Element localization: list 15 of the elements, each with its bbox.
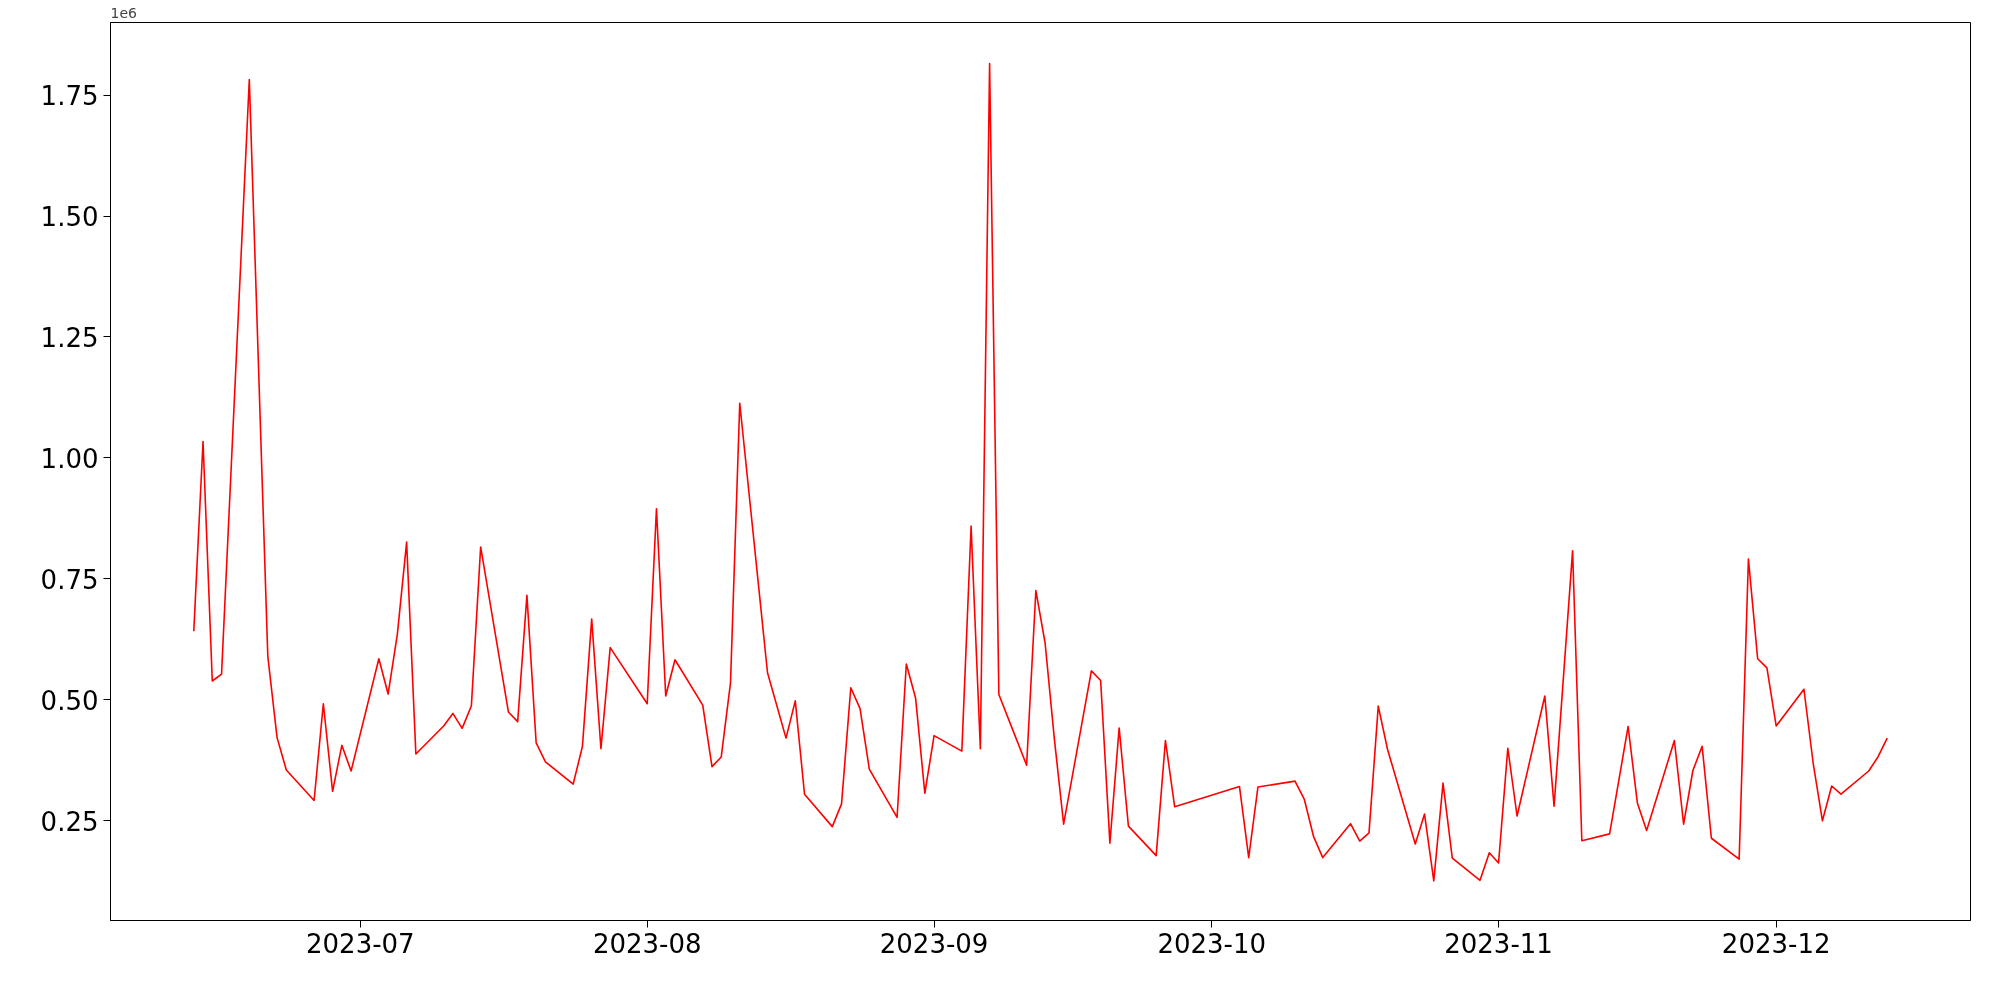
x-tick-label: 2023-09 [879, 928, 989, 959]
y-tick-label: 1.00 [40, 443, 99, 474]
text: 1e6 [110, 4, 138, 21]
y-tick-label: 1.50 [40, 202, 99, 233]
y-tick-label: 1.75 [40, 81, 99, 112]
y-tick-label: 0.50 [40, 685, 99, 716]
x-tick-label: 2023-10 [1157, 928, 1267, 959]
y-tick-label: 0.25 [40, 806, 99, 837]
x-tick-label: 2023-07 [306, 928, 415, 959]
y-tick-label: 0.75 [40, 564, 99, 595]
x-tick-label: 2023-12 [1721, 928, 1831, 959]
y-tick-label: 1.25 [40, 322, 99, 353]
line-series [192, 62, 1889, 882]
x-tick-label: 2023-11 [1444, 928, 1553, 959]
x-tick-label: 2023-08 [592, 928, 702, 959]
